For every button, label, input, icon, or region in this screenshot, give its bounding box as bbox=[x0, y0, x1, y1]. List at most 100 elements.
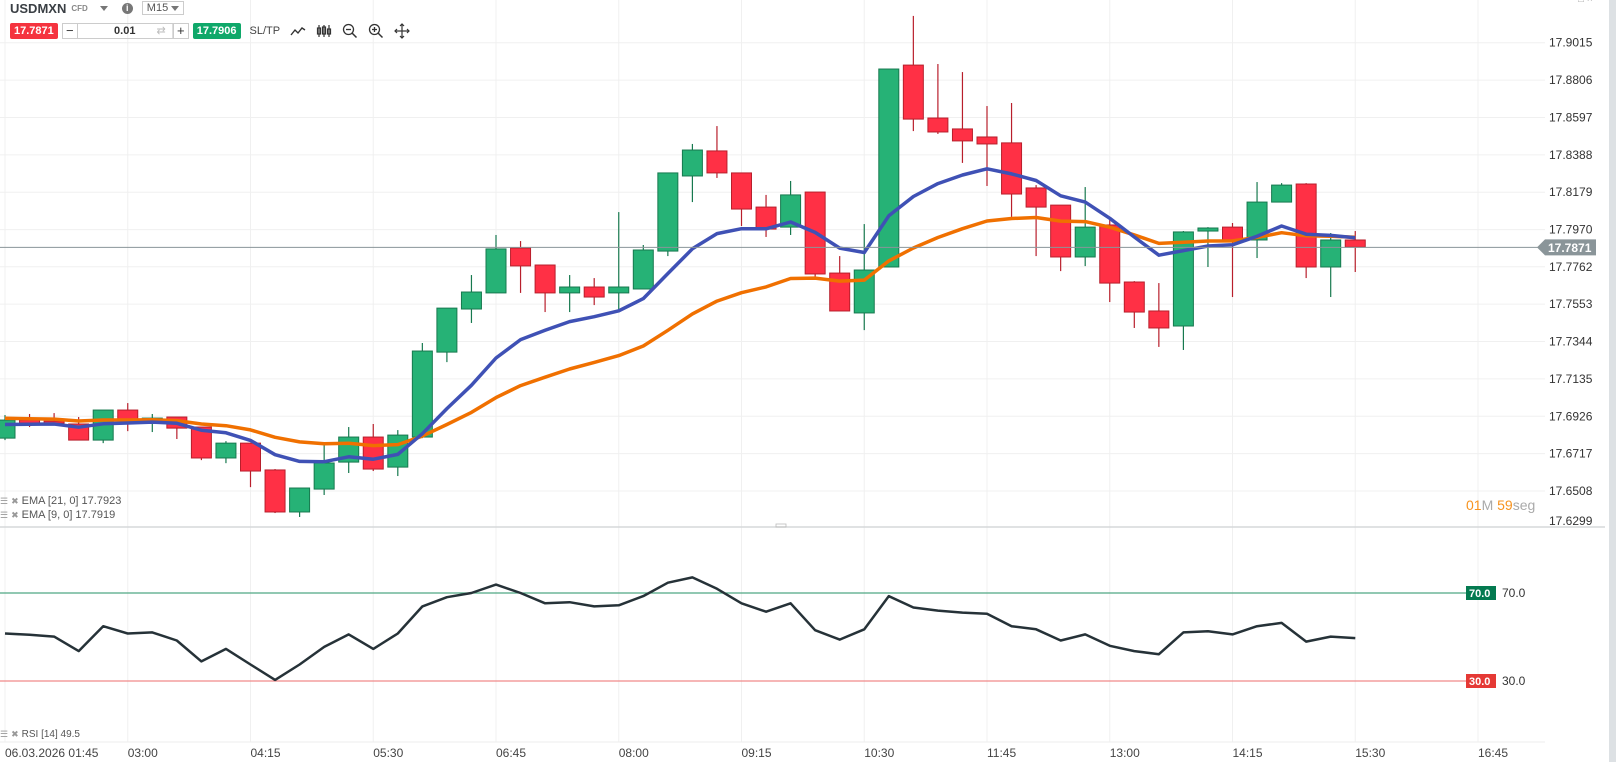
candle-body bbox=[608, 286, 630, 294]
rsi-level-badge-label: 70.0 bbox=[1469, 588, 1490, 600]
candle-body bbox=[780, 194, 802, 228]
candle-body bbox=[240, 442, 261, 472]
timer-minutes-unit: M bbox=[1481, 497, 1494, 513]
line-chart-icon[interactable] bbox=[290, 23, 306, 39]
price-axis-label: 17.7553 bbox=[1549, 297, 1593, 311]
candle-body bbox=[1172, 231, 1194, 327]
window-controls[interactable]: □ × bbox=[1578, 0, 1593, 5]
candle-body bbox=[1295, 183, 1317, 268]
legend-rsi[interactable]: ☰ ✖ RSI [14] 49.5 bbox=[0, 729, 80, 740]
candle-body bbox=[1001, 142, 1023, 195]
symbol-dropdown-caret-icon[interactable] bbox=[99, 5, 108, 11]
time-axis-label: 03:00 bbox=[128, 746, 158, 760]
swap-icon[interactable]: ⇄ bbox=[156, 25, 166, 37]
price-axis-label: 17.7344 bbox=[1549, 335, 1593, 349]
increase-quantity-button[interactable]: + bbox=[172, 24, 188, 38]
move-icon[interactable] bbox=[394, 23, 410, 39]
legend-ema21[interactable]: ☰ ✖ EMA [21, 0] 17.7923 bbox=[0, 495, 121, 507]
time-axis-label: 06.03.2026 01:45 bbox=[5, 746, 99, 760]
timer-seconds-unit: seg bbox=[1512, 497, 1536, 513]
price-axis-label: 17.6508 bbox=[1549, 484, 1593, 498]
candle-body bbox=[1050, 204, 1072, 258]
price-axis-label: 17.9015 bbox=[1549, 36, 1593, 50]
decrease-quantity-button[interactable]: − bbox=[65, 23, 74, 38]
settings-icon[interactable]: ☰ bbox=[0, 729, 9, 739]
candle-body bbox=[706, 150, 728, 174]
instrument-type: CFD bbox=[71, 3, 88, 13]
candle-body bbox=[289, 487, 311, 513]
price-axis-label: 17.7970 bbox=[1549, 223, 1593, 237]
settings-icon[interactable]: ☰ bbox=[0, 496, 9, 506]
candle-body bbox=[436, 307, 458, 353]
rsi-level-badge bbox=[1466, 586, 1496, 600]
rsi-line bbox=[4, 576, 1356, 682]
time-axis-label: 11:45 bbox=[987, 746, 1016, 760]
info-icon[interactable]: i bbox=[121, 2, 133, 14]
ema21-label: EMA [21, 0] 17.7923 bbox=[21, 495, 122, 507]
candle-body bbox=[1344, 239, 1366, 248]
restore-icon[interactable]: □ bbox=[1578, 0, 1584, 5]
candle-body bbox=[1074, 226, 1096, 258]
price-axis-label: 17.7762 bbox=[1549, 260, 1593, 274]
chevron-down-icon bbox=[170, 5, 179, 11]
sell-button[interactable]: 17.7871 bbox=[10, 23, 58, 39]
sltp-button[interactable]: SL/TP bbox=[249, 25, 281, 37]
timer-minutes: 01 bbox=[1466, 497, 1482, 513]
candle-body bbox=[460, 291, 482, 310]
quantity-stepper: − 0.01 ⇄ + bbox=[61, 23, 189, 39]
settings-icon[interactable]: ☰ bbox=[0, 510, 9, 520]
candle-body bbox=[951, 128, 973, 142]
candle-body bbox=[1320, 239, 1342, 268]
rsi-label: RSI [14] 49.5 bbox=[21, 729, 80, 740]
close-icon[interactable]: ✖ bbox=[11, 496, 19, 506]
time-axis-label: 04:15 bbox=[251, 746, 281, 760]
price-axis-label: 17.8388 bbox=[1549, 148, 1593, 162]
candle-body bbox=[976, 136, 998, 145]
price-axis-label: 17.8806 bbox=[1549, 73, 1593, 87]
timeframe-select[interactable]: M15 bbox=[141, 1, 184, 15]
time-axis-label: 10:30 bbox=[864, 746, 894, 760]
candle-body bbox=[632, 249, 654, 290]
candle-body bbox=[1246, 201, 1268, 241]
candle-body bbox=[927, 117, 949, 133]
candle-body bbox=[878, 68, 900, 268]
price-axis-label: 17.8597 bbox=[1549, 110, 1593, 124]
close-window-icon[interactable]: × bbox=[1587, 0, 1593, 5]
timeframe-value: M15 bbox=[146, 2, 169, 14]
time-axis-label: 06:45 bbox=[496, 746, 526, 760]
close-icon[interactable]: ✖ bbox=[11, 729, 19, 739]
candle-body bbox=[387, 434, 409, 468]
candle-body bbox=[534, 264, 556, 294]
timer-seconds: 59 bbox=[1497, 497, 1513, 513]
zoom-in-icon[interactable] bbox=[368, 23, 384, 39]
candle-body bbox=[902, 64, 924, 120]
pane-resize-handle bbox=[775, 523, 787, 528]
candle-body bbox=[1197, 227, 1219, 232]
price-axis-label: 17.6717 bbox=[1549, 447, 1593, 461]
candle-body bbox=[313, 462, 335, 490]
time-axis-label: 14:15 bbox=[1233, 746, 1263, 760]
buy-button[interactable]: 17.7906 bbox=[192, 23, 241, 39]
scrollbar[interactable] bbox=[1609, 0, 1616, 762]
zoom-out-icon[interactable] bbox=[342, 23, 358, 39]
candle-body bbox=[264, 469, 286, 513]
candle-body bbox=[583, 286, 605, 298]
legend-ema9[interactable]: ☰ ✖ EMA [9, 0] 17.7919 bbox=[0, 509, 115, 521]
candle-body bbox=[731, 172, 752, 210]
time-axis-label: 08:00 bbox=[619, 746, 649, 760]
rsi-axis-label: 30.0 bbox=[1502, 674, 1526, 688]
close-icon[interactable]: ✖ bbox=[11, 510, 19, 520]
price-axis-label: 17.6299 bbox=[1549, 514, 1593, 528]
rsi-level-badge bbox=[1466, 674, 1496, 688]
time-axis-label: 16:45 bbox=[1478, 746, 1508, 760]
trade-toolbar: USDMXN CFD i M15 17.7871 − 0.01 ⇄ + 17.79… bbox=[10, 0, 410, 40]
candle-body bbox=[657, 172, 679, 252]
candlestick-icon[interactable] bbox=[316, 23, 332, 39]
candle-body bbox=[1099, 224, 1121, 284]
quantity-input[interactable]: 0.01 ⇄ bbox=[76, 24, 173, 38]
candle-body bbox=[1271, 184, 1293, 203]
candle-body bbox=[1025, 187, 1047, 208]
price-axis-label: 17.6926 bbox=[1549, 409, 1593, 423]
rsi-level-badge-label: 30.0 bbox=[1469, 676, 1490, 688]
